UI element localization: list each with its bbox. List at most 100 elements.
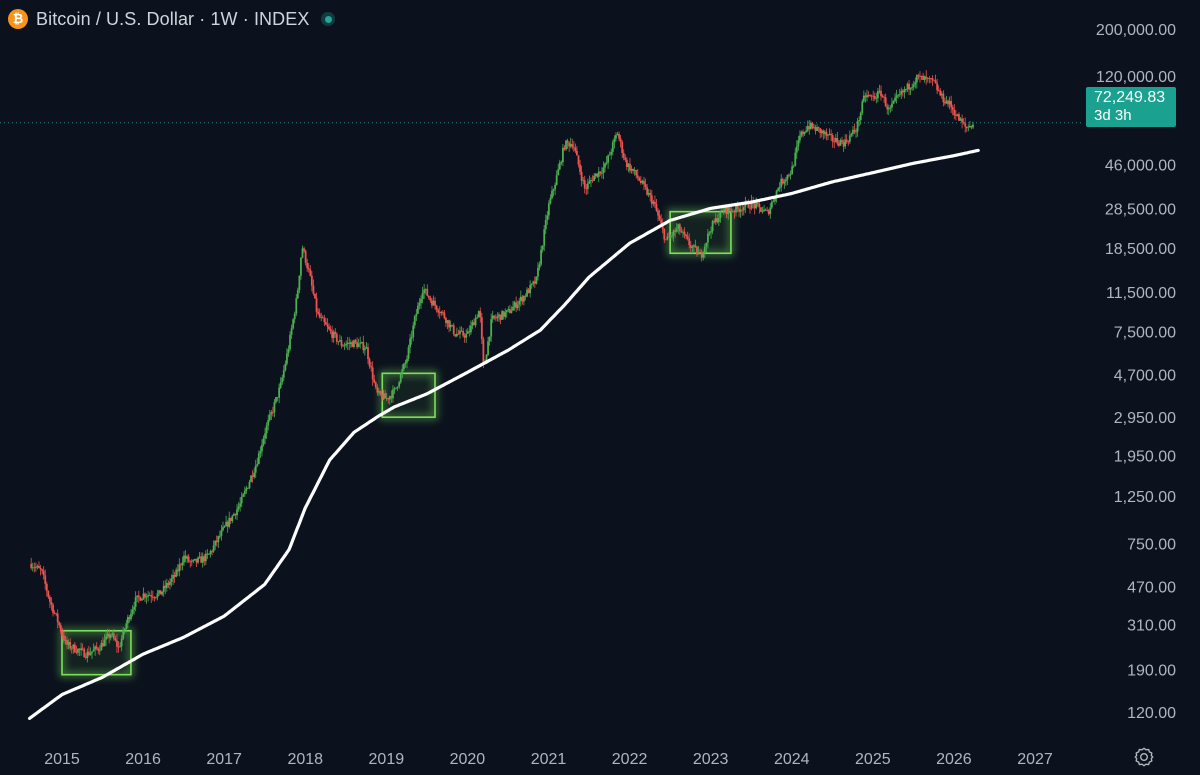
candle-body-547 — [883, 96, 886, 98]
y-tick-label-10: 1,950.00 — [1114, 448, 1176, 465]
candle-body-411 — [671, 235, 673, 237]
candle-body-121 — [218, 535, 221, 537]
symbol-title[interactable]: Bitcoin / U.S. Dollar · 1W · INDEX — [36, 8, 310, 29]
candle-body-361 — [593, 176, 595, 181]
candle-body-150 — [264, 433, 266, 439]
candle-body-326 — [538, 264, 541, 268]
candle-body-369 — [605, 162, 608, 164]
candle-body-452 — [735, 205, 737, 213]
candle-body-484 — [784, 179, 787, 182]
candle-body-128 — [229, 517, 232, 522]
candle-body-444 — [722, 209, 725, 212]
candle-body-502 — [813, 126, 815, 128]
candle-body-576 — [928, 78, 931, 79]
candle-body-91 — [172, 574, 174, 579]
candle-body-306 — [507, 309, 510, 311]
candle-body-83 — [159, 590, 162, 595]
moving-average-line — [28, 148, 980, 721]
candle-body-362 — [594, 173, 597, 177]
candle-body-16 — [55, 613, 58, 614]
candle-body-303 — [502, 311, 505, 317]
candle-body-156 — [273, 402, 276, 413]
candle-body-28 — [73, 644, 76, 653]
candle-body-2 — [33, 567, 36, 569]
candle-body-439 — [714, 218, 717, 223]
candle-body-312 — [516, 304, 519, 309]
candle-body-565 — [911, 86, 914, 88]
candle-body-136 — [242, 494, 245, 497]
candle-body-410 — [669, 235, 672, 238]
candle-body-179 — [309, 269, 312, 276]
candle-body-445 — [724, 206, 726, 212]
candle-body-532 — [859, 112, 862, 121]
candle-body-127 — [228, 517, 231, 527]
candle-body-338 — [557, 169, 560, 176]
candle-body-425 — [692, 245, 695, 247]
candle-body-15 — [53, 612, 56, 614]
candle-body-103 — [190, 561, 193, 562]
candle-body-330 — [544, 220, 547, 230]
candle-body-518 — [838, 143, 840, 146]
candle-body-431 — [702, 253, 705, 258]
candle-body-500 — [809, 122, 812, 129]
candle-body-38 — [89, 653, 92, 656]
settings-gear-icon[interactable] — [1133, 746, 1155, 768]
candle-body-250 — [420, 298, 422, 303]
candle-body-409 — [668, 236, 670, 238]
y-tick-label-16: 120.00 — [1127, 705, 1176, 722]
candle-body-254 — [426, 288, 429, 296]
candle-body-75 — [147, 595, 150, 597]
candle-body-471 — [764, 209, 767, 211]
candle-body-43 — [97, 648, 100, 651]
candle-body-212 — [360, 342, 363, 343]
candle-body-569 — [917, 75, 920, 77]
candle-body-402 — [657, 210, 659, 216]
candle-body-332 — [547, 203, 550, 216]
candle-body-18 — [58, 622, 61, 626]
candle-body-122 — [220, 530, 223, 536]
candle-body-334 — [551, 190, 553, 199]
candle-body-175 — [303, 248, 305, 251]
candle-body-92 — [173, 574, 176, 577]
candle-body-178 — [307, 268, 310, 270]
candle-body-428 — [697, 252, 700, 255]
candle-body-275 — [459, 330, 461, 334]
candle-body-251 — [421, 293, 424, 299]
candle-body-538 — [869, 95, 871, 97]
candle-body-352 — [579, 164, 581, 172]
candle-body-511 — [827, 134, 829, 136]
candle-body-353 — [580, 171, 583, 181]
chart-header: ₿ Bitcoin / U.S. Dollar · 1W · INDEX — [8, 8, 336, 30]
candle-body-340 — [560, 162, 563, 163]
candle-body-288 — [479, 311, 482, 318]
candle-body-12 — [48, 597, 51, 602]
candle-body-509 — [823, 131, 826, 134]
candle-body-210 — [357, 343, 360, 348]
candle-body-530 — [856, 121, 859, 132]
candle-body-147 — [259, 451, 262, 454]
candle-body-394 — [644, 184, 647, 188]
candle-body-468 — [760, 207, 762, 212]
candle-body-504 — [816, 127, 818, 131]
candle-body-265 — [443, 312, 446, 319]
candle-body-119 — [215, 540, 218, 543]
candle-body-443 — [721, 209, 723, 211]
candle-body-582 — [937, 90, 940, 92]
candle-body-139 — [247, 487, 249, 489]
candle-body-481 — [780, 178, 783, 188]
candle-body-587 — [945, 100, 948, 104]
candle-body-301 — [499, 314, 502, 320]
candle-body-168 — [292, 319, 295, 329]
candle-body-523 — [845, 139, 848, 142]
candle-body-507 — [820, 130, 823, 133]
candle-body-341 — [562, 147, 564, 163]
candle-body-339 — [558, 162, 561, 170]
candle-body-490 — [794, 152, 797, 166]
candle-body-359 — [590, 180, 592, 182]
candle-body-249 — [418, 302, 421, 306]
candle-body-441 — [717, 217, 720, 223]
candle-body-25 — [69, 641, 72, 649]
candle-body-137 — [243, 490, 246, 495]
candle-body-233 — [393, 388, 396, 390]
